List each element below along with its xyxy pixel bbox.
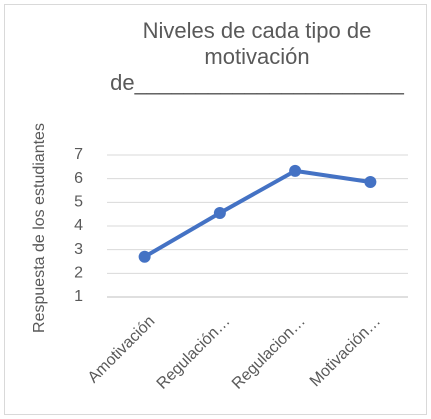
marker (364, 175, 377, 188)
y-tick-label: 6 (74, 170, 83, 187)
y-axis-label: Respuesta de los estudiantes (31, 123, 48, 333)
y-tick-label: 2 (74, 265, 83, 282)
y-tick-label: 1 (74, 288, 83, 305)
marker (213, 206, 226, 219)
y-tick-label: 7 (74, 146, 83, 163)
marker (289, 164, 302, 177)
y-tick-label: 3 (74, 241, 83, 258)
marker (138, 250, 151, 263)
y-tick-label: 5 (74, 194, 83, 211)
y-tick-label: 4 (74, 217, 83, 234)
chart-title: Niveles de cada tipo de motivación de___… (110, 18, 404, 95)
line (143, 168, 371, 259)
